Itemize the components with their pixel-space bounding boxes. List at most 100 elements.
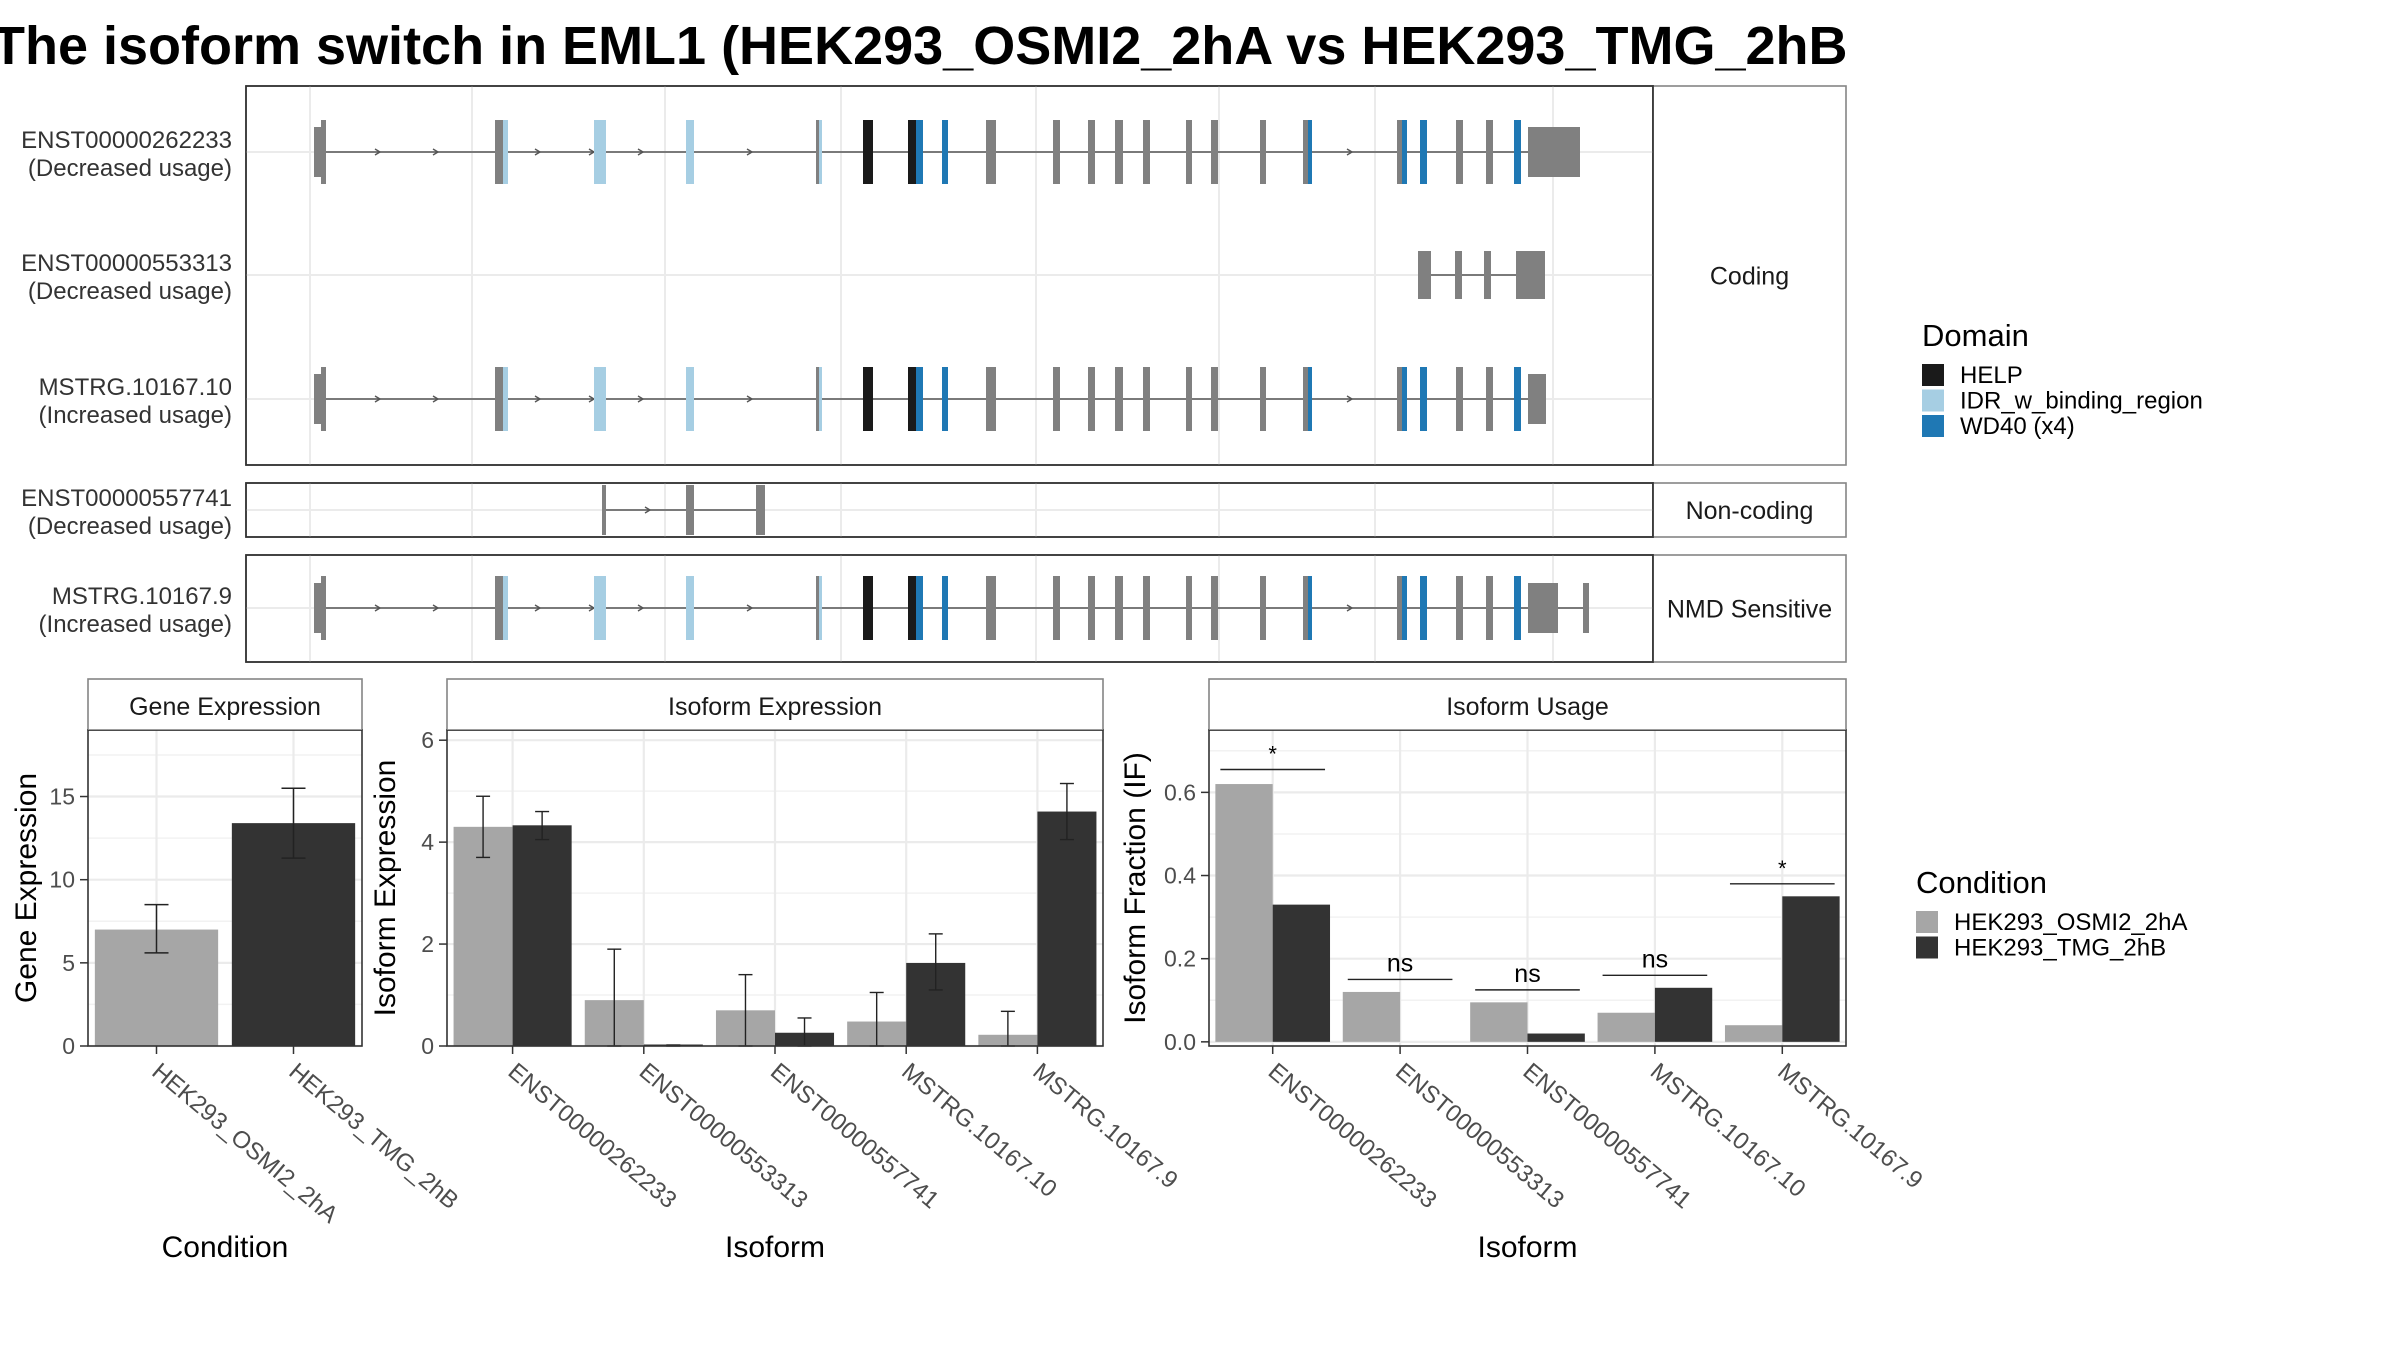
transcript-usage-label: (Increased usage) <box>39 611 232 638</box>
exon-block <box>1420 120 1427 184</box>
y-tick-label: 0 <box>421 1033 434 1059</box>
y-tick-label: 10 <box>49 867 75 893</box>
exon-block <box>1486 120 1493 184</box>
domain-legend-title: Domain <box>1922 318 2029 353</box>
exon-block <box>942 367 948 431</box>
y-tick-label: 2 <box>421 931 434 957</box>
bar-HEK293_OSMI2_2hA-ENST00000262233 <box>453 826 513 1046</box>
exon-block <box>686 485 694 535</box>
figure-title-box: The isoform switch in EML1 (HEK293_OSMI2… <box>0 6 2400 80</box>
y-tick-label: 6 <box>421 727 434 753</box>
exon-block <box>686 576 694 640</box>
group-strip-label: Non-coding <box>1686 497 1814 525</box>
exon-block <box>942 576 948 640</box>
exon-block <box>1397 576 1402 640</box>
chart-title: Isoform Usage <box>1446 693 1609 721</box>
group-strip <box>1652 482 1847 538</box>
exon-block <box>594 576 606 640</box>
transcript-structure-4 <box>314 576 1589 640</box>
exon-block <box>503 120 508 184</box>
exon-block <box>1402 120 1407 184</box>
exon-block <box>1088 367 1095 431</box>
group-strip-label: Coding <box>1710 263 1789 291</box>
figure-title: The isoform switch in EML1 (HEK293_OSMI2… <box>0 16 1848 76</box>
exon-block <box>819 367 822 431</box>
strand-arrow <box>432 148 440 156</box>
strand-arrow <box>644 506 652 514</box>
strand-arrow <box>746 148 754 156</box>
y-tick-label: 0.4 <box>1164 863 1196 889</box>
exon-block <box>1260 576 1266 640</box>
exon-block <box>916 120 923 184</box>
strand-arrow <box>374 604 382 612</box>
exon-block <box>314 374 321 424</box>
exon-block <box>863 120 873 184</box>
strand-arrow <box>637 148 645 156</box>
y-tick-label: 0.0 <box>1164 1029 1196 1055</box>
exon-block <box>1397 120 1402 184</box>
exon-block <box>1484 251 1491 299</box>
condition-legend-key <box>1916 936 1938 959</box>
exon-block <box>594 120 606 184</box>
bar-HEK293_TMG_2hB-ENST00000262233 <box>512 825 572 1046</box>
exon-block <box>986 367 996 431</box>
bar-HEK293_TMG_2hB <box>231 823 356 1046</box>
transcript-id-label: ENST00000553313 <box>21 250 232 277</box>
exon-block <box>1583 583 1589 633</box>
exon-block <box>816 120 819 184</box>
strand-arrow <box>1346 395 1354 403</box>
chart-title-strip <box>87 678 363 731</box>
exon-block <box>1486 367 1493 431</box>
bar-HEK293_TMG_2hB-MSTRG.10167.9 <box>1037 811 1097 1046</box>
exon-block <box>686 367 694 431</box>
y-axis-label: Isoform Fraction (IF) <box>1119 752 1152 1024</box>
strand-arrow <box>637 604 645 612</box>
exon-block <box>1211 120 1218 184</box>
exon-block <box>1303 576 1308 640</box>
significance-label: * <box>1268 742 1277 767</box>
significance-label: ns <box>1514 960 1540 988</box>
exon-block <box>1260 367 1266 431</box>
exon-block <box>1420 576 1427 640</box>
y-tick-label: 0 <box>62 1033 75 1059</box>
exon-block <box>1514 120 1521 184</box>
exon-block <box>686 120 694 184</box>
condition-legend-title: Condition <box>1916 865 2047 900</box>
y-tick-label: 0.6 <box>1164 779 1196 805</box>
strand-arrow <box>746 604 754 612</box>
significance-label: * <box>1778 856 1787 881</box>
group-strip <box>1652 554 1847 663</box>
domain-legend-label: HELP <box>1960 362 2023 389</box>
strand-arrow <box>534 604 542 612</box>
exon-block <box>819 120 822 184</box>
y-tick-label: 0.2 <box>1164 946 1196 972</box>
y-axis-label: Isoform Expression <box>369 760 402 1017</box>
exon-block <box>1115 576 1123 640</box>
condition-legend-key <box>1916 911 1938 933</box>
transcript-usage-label: (Decreased usage) <box>28 513 232 540</box>
bar-HEK293_TMG_2hB-MSTRG.10167.9 <box>1782 896 1840 1042</box>
exon-block <box>1456 120 1463 184</box>
exon-block <box>756 485 765 535</box>
exon-block <box>495 576 503 640</box>
exon-block <box>1486 576 1493 640</box>
exon-block <box>1088 120 1095 184</box>
exon-block <box>1053 120 1060 184</box>
condition-legend-label: HEK293_OSMI2_2hA <box>1954 909 2187 936</box>
strand-arrow <box>432 604 440 612</box>
exon-block <box>916 576 923 640</box>
exon-block <box>1514 367 1521 431</box>
strand-arrow <box>374 395 382 403</box>
exon-block <box>1053 367 1060 431</box>
exon-block <box>321 576 326 640</box>
chart-title-strip <box>1208 678 1847 731</box>
strand-arrow <box>534 395 542 403</box>
x-axis-label: Isoform <box>725 1231 825 1264</box>
group-strip-label: NMD Sensitive <box>1667 596 1832 624</box>
y-tick-label: 5 <box>62 950 75 976</box>
exon-block <box>863 367 873 431</box>
y-tick-label: 4 <box>421 829 434 855</box>
transcript-panel-border <box>245 554 1654 663</box>
